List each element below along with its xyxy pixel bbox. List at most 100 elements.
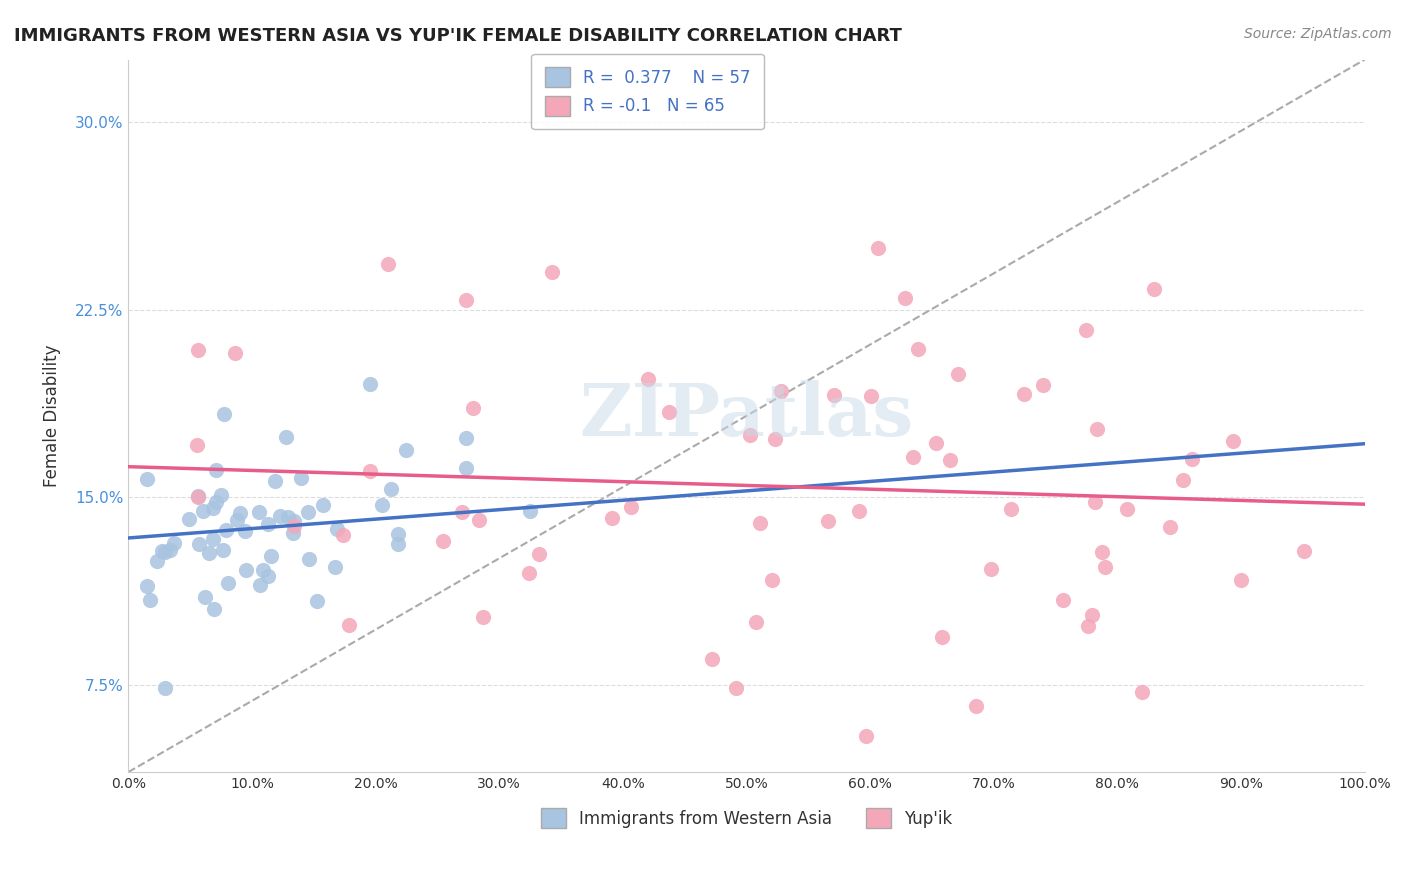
- Point: [281, 525, 304, 540]
- Point: [264, 474, 287, 488]
- Point: [187, 490, 209, 504]
- Point: [312, 498, 335, 512]
- Point: [1032, 378, 1054, 392]
- Point: [749, 516, 772, 531]
- Point: [823, 387, 845, 401]
- Point: [204, 495, 226, 509]
- Point: [204, 602, 226, 616]
- Point: [1012, 386, 1035, 401]
- Point: [1094, 560, 1116, 574]
- Point: [907, 342, 929, 356]
- Point: [1084, 495, 1107, 509]
- Point: [817, 515, 839, 529]
- Point: [186, 437, 208, 451]
- Point: [218, 576, 240, 591]
- Point: [1159, 520, 1181, 534]
- Point: [541, 265, 564, 279]
- Point: [150, 544, 173, 558]
- Point: [209, 488, 232, 502]
- Point: [1130, 685, 1153, 699]
- Point: [269, 509, 291, 524]
- Text: ZIPatlas: ZIPatlas: [579, 380, 914, 451]
- Point: [1081, 607, 1104, 622]
- Point: [980, 562, 1002, 576]
- Point: [252, 563, 274, 577]
- Point: [214, 407, 236, 421]
- Point: [325, 523, 347, 537]
- Point: [848, 504, 870, 518]
- Point: [201, 532, 224, 546]
- Point: [228, 506, 250, 520]
- Point: [139, 593, 162, 607]
- Point: [146, 554, 169, 568]
- Point: [620, 500, 643, 514]
- Point: [233, 524, 256, 538]
- Point: [187, 489, 209, 503]
- Text: Source: ZipAtlas.com: Source: ZipAtlas.com: [1244, 27, 1392, 41]
- Point: [432, 534, 454, 549]
- Point: [517, 566, 540, 580]
- Y-axis label: Female Disability: Female Disability: [44, 344, 60, 487]
- Point: [186, 343, 208, 358]
- Point: [1222, 434, 1244, 448]
- Point: [1229, 573, 1251, 587]
- Point: [235, 563, 257, 577]
- Point: [1000, 502, 1022, 516]
- Point: [600, 511, 623, 525]
- Point: [1076, 323, 1098, 337]
- Point: [136, 579, 159, 593]
- Point: [1085, 422, 1108, 436]
- Point: [202, 500, 225, 515]
- Point: [377, 257, 399, 271]
- Legend: Immigrants from Western Asia, Yup'ik: Immigrants from Western Asia, Yup'ik: [534, 801, 959, 835]
- Point: [395, 443, 418, 458]
- Point: [745, 615, 768, 629]
- Point: [153, 545, 176, 559]
- Point: [205, 463, 228, 477]
- Point: [188, 537, 211, 551]
- Point: [1143, 282, 1166, 296]
- Point: [297, 505, 319, 519]
- Point: [925, 436, 948, 450]
- Point: [298, 552, 321, 566]
- Point: [387, 526, 409, 541]
- Point: [257, 568, 280, 582]
- Point: [527, 547, 550, 561]
- Point: [450, 505, 472, 519]
- Point: [177, 511, 200, 525]
- Point: [257, 517, 280, 532]
- Point: [454, 293, 477, 308]
- Point: [193, 504, 215, 518]
- Point: [260, 549, 283, 564]
- Point: [770, 384, 793, 398]
- Point: [939, 453, 962, 467]
- Point: [153, 681, 176, 695]
- Point: [700, 651, 723, 665]
- Point: [135, 472, 157, 486]
- Point: [946, 368, 969, 382]
- Text: IMMIGRANTS FROM WESTERN ASIA VS YUP'IK FEMALE DISABILITY CORRELATION CHART: IMMIGRANTS FROM WESTERN ASIA VS YUP'IK F…: [14, 27, 901, 45]
- Point: [859, 389, 882, 403]
- Point: [337, 618, 360, 632]
- Point: [894, 291, 917, 305]
- Point: [866, 242, 889, 256]
- Point: [163, 535, 186, 549]
- Point: [307, 593, 329, 607]
- Point: [1292, 544, 1315, 558]
- Point: [276, 430, 298, 444]
- Point: [738, 428, 761, 442]
- Point: [1173, 473, 1195, 487]
- Point: [472, 610, 495, 624]
- Point: [226, 513, 249, 527]
- Point: [332, 528, 354, 542]
- Point: [724, 681, 747, 695]
- Point: [224, 346, 246, 360]
- Point: [215, 523, 238, 537]
- Point: [290, 471, 312, 485]
- Point: [380, 482, 402, 496]
- Point: [283, 519, 305, 533]
- Point: [323, 560, 346, 574]
- Point: [658, 404, 681, 418]
- Point: [277, 510, 299, 524]
- Point: [159, 542, 181, 557]
